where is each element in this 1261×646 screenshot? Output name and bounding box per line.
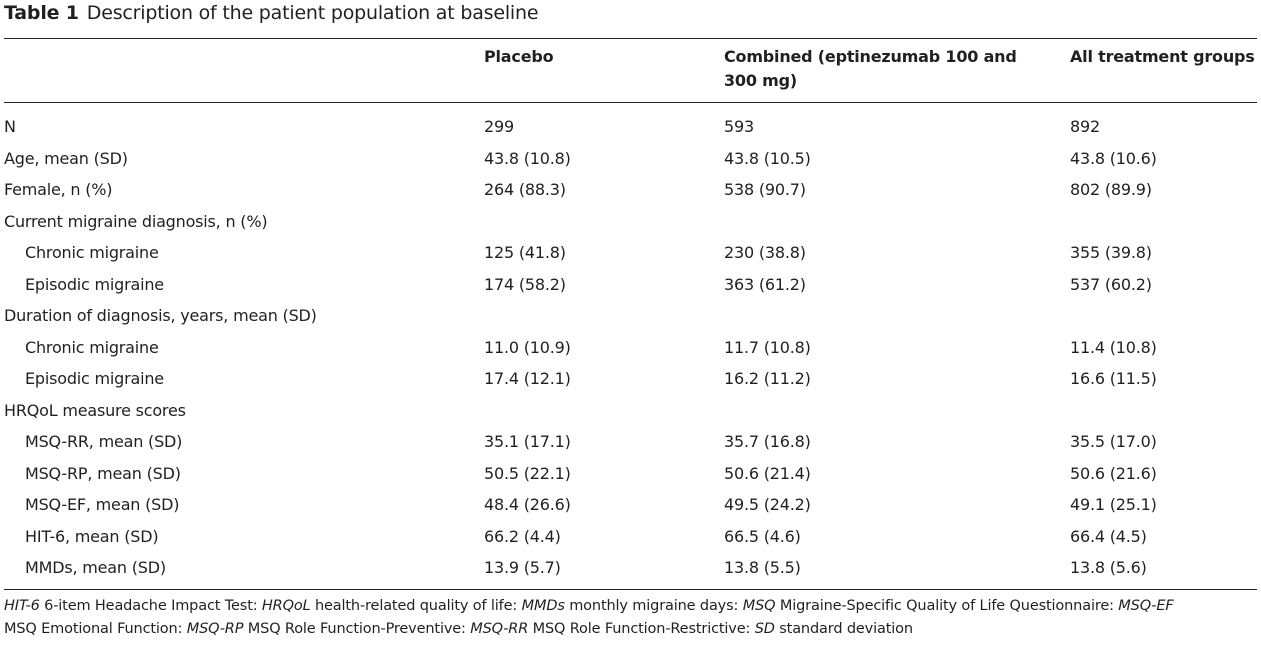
cell-all-groups: 11.4 (10.8) — [1070, 337, 1157, 357]
cell-all-groups: 43.8 (10.6) — [1070, 148, 1157, 168]
cell-combined: 538 (90.7) — [724, 180, 806, 199]
footnote-definition: 6-item Headache Impact Test: — [39, 598, 262, 614]
table-label: Table 1 — [4, 2, 79, 24]
table-row: Age, mean (SD) 43.8 (10.8) 43.8 (10.5) 43.8… — [0, 143, 1261, 174]
cell-all-groups: 66.4 (4.5) — [1070, 526, 1147, 546]
cell-all-groups: 35.5 (17.0) — [1070, 432, 1157, 451]
cell-all-groups: 802 (89.9) — [1070, 180, 1152, 199]
row-label: HRQoL measure scores — [4, 400, 186, 420]
cell-combined: 50.6 (21.4) — [724, 463, 811, 483]
table-row: Episodic migraine 17.4 (12.1) 16.2 (11.2) 1… — [0, 363, 1261, 394]
row-label: Episodic migraine — [25, 369, 164, 388]
table-row: Chronic migraine 11.0 (10.9) 11.7 (10.8) 11… — [0, 332, 1261, 363]
table-top-rule — [4, 38, 1257, 39]
row-label: Current migraine diagnosis, n (%) — [4, 211, 268, 231]
cell-placebo: 35.1 (17.1) — [484, 432, 571, 451]
column-header-all-groups: All treatment groups — [1070, 47, 1255, 66]
footnote-abbreviation: MSQ-EF — [1118, 598, 1174, 614]
cell-placebo: 299 — [484, 117, 514, 136]
footnote-definition: MSQ Role Function-Restrictive: — [528, 621, 755, 637]
row-label: Chronic migraine — [25, 337, 159, 357]
row-label: HIT-6, mean (SD) — [25, 526, 159, 546]
cell-combined: 49.5 (24.2) — [724, 495, 811, 514]
row-label: N — [4, 117, 16, 136]
cell-placebo: 66.2 (4.4) — [484, 526, 561, 546]
table-row: HRQoL measure scores — [0, 395, 1261, 426]
row-label: Episodic migraine — [25, 274, 164, 294]
cell-placebo: 125 (41.8) — [484, 243, 566, 262]
cell-all-groups: 537 (60.2) — [1070, 274, 1152, 294]
cell-all-groups: 16.6 (11.5) — [1070, 369, 1157, 388]
table-row: Female, n (%) 264 (88.3) 538 (90.7) 802 (89… — [0, 174, 1261, 205]
footnote-line-1: HIT-6 6-item Headache Impact Test: HRQoL… — [4, 595, 1254, 618]
cell-placebo: 264 (88.3) — [484, 180, 566, 199]
cell-combined: 16.2 (11.2) — [724, 369, 811, 388]
footnote-definition: health-related quality of life: — [310, 598, 522, 614]
cell-placebo: 11.0 (10.9) — [484, 337, 571, 357]
row-label: MMDs, mean (SD) — [25, 558, 166, 577]
cell-combined: 43.8 (10.5) — [724, 148, 811, 168]
footnote-definition: Migraine-Specific Quality of Life Questi… — [775, 598, 1119, 614]
cell-combined: 13.8 (5.5) — [724, 558, 801, 577]
footnote-abbreviation: MSQ-RR — [470, 621, 529, 637]
cell-combined: 363 (61.2) — [724, 274, 806, 294]
table-row: MSQ-RP, mean (SD) 50.5 (22.1) 50.6 (21.4) 5… — [0, 458, 1261, 489]
footnote-abbreviation: MSQ-RP — [186, 621, 244, 637]
cell-placebo: 13.9 (5.7) — [484, 558, 561, 577]
row-label: Age, mean (SD) — [4, 148, 128, 168]
table-row: Duration of diagnosis, years, mean (SD) — [0, 300, 1261, 331]
cell-all-groups: 49.1 (25.1) — [1070, 495, 1157, 514]
footnote-abbreviation: MSQ — [742, 598, 776, 614]
column-header-combined-line1: Combined (eptinezumab 100 and — [724, 47, 1017, 66]
cell-all-groups: 355 (39.8) — [1070, 243, 1152, 262]
footnote-definition: MSQ Emotional Function: — [4, 621, 187, 637]
footnote-definition: monthly migraine days: — [564, 598, 743, 614]
cell-placebo: 17.4 (12.1) — [484, 369, 571, 388]
table-footnote: HIT-6 6-item Headache Impact Test: HRQoL… — [4, 595, 1254, 641]
table-row: Chronic migraine 125 (41.8) 230 (38.8) 355 … — [0, 237, 1261, 268]
cell-placebo: 50.5 (22.1) — [484, 463, 571, 483]
column-header-placebo: Placebo — [484, 47, 554, 66]
footnote-definition: MSQ Role Function-Preventive: — [243, 621, 471, 637]
cell-all-groups: 50.6 (21.6) — [1070, 463, 1157, 483]
table-row: Current migraine diagnosis, n (%) — [0, 206, 1261, 237]
footnote-definition: standard deviation — [774, 621, 913, 637]
cell-combined: 35.7 (16.8) — [724, 432, 811, 451]
table-row: N 299 593 892 — [0, 111, 1261, 142]
cell-combined: 11.7 (10.8) — [724, 337, 811, 357]
cell-all-groups: 13.8 (5.6) — [1070, 558, 1147, 577]
footnote-abbreviation: HRQoL — [261, 598, 311, 614]
footnote-line-2: MSQ Emotional Function: MSQ-RP MSQ Role … — [4, 618, 1254, 641]
footnote-abbreviation: HIT-6 — [4, 598, 40, 614]
row-label: Duration of diagnosis, years, mean (SD) — [4, 306, 317, 325]
footnote-abbreviation: MMDs — [521, 598, 565, 614]
header-rule — [4, 102, 1257, 103]
cell-all-groups: 892 — [1070, 117, 1100, 136]
row-label: Chronic migraine — [25, 243, 159, 262]
table-row: Episodic migraine 174 (58.2) 363 (61.2) 537… — [0, 269, 1261, 300]
column-header-combined-line2: 300 mg) — [724, 71, 798, 90]
column-header-combined: Combined (eptinezumab 100 and 300 mg) — [724, 45, 1044, 93]
cell-placebo: 43.8 (10.8) — [484, 148, 571, 168]
cell-combined: 66.5 (4.6) — [724, 526, 801, 546]
table-title: Table 1 Description of the patient popula… — [4, 2, 539, 24]
table-row: MSQ-RR, mean (SD) 35.1 (17.1) 35.7 (16.8) 3… — [0, 426, 1261, 457]
row-label: MSQ-RR, mean (SD) — [25, 432, 183, 451]
table-caption: Description of the patient population at… — [86, 2, 539, 24]
cell-combined: 593 — [724, 117, 754, 136]
row-label: Female, n (%) — [4, 180, 113, 199]
table-bottom-rule — [4, 589, 1257, 590]
row-label: MSQ-RP, mean (SD) — [25, 463, 181, 483]
table-row: HIT-6, mean (SD) 66.2 (4.4) 66.5 (4.6) 66.4… — [0, 521, 1261, 552]
row-label: MSQ-EF, mean (SD) — [25, 495, 180, 514]
table-row: MMDs, mean (SD) 13.9 (5.7) 13.8 (5.5) 13.8 … — [0, 552, 1261, 583]
cell-combined: 230 (38.8) — [724, 243, 806, 262]
cell-placebo: 48.4 (26.6) — [484, 495, 571, 514]
footnote-abbreviation: SD — [754, 621, 775, 637]
cell-placebo: 174 (58.2) — [484, 274, 566, 294]
table-row: MSQ-EF, mean (SD) 48.4 (26.6) 49.5 (24.2) 4… — [0, 489, 1261, 520]
